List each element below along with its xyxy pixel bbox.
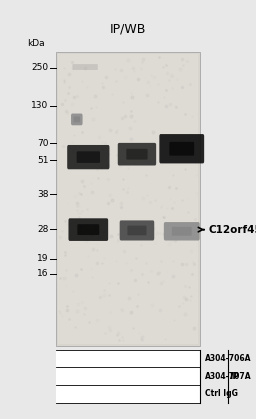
Text: +: + xyxy=(178,389,186,399)
Text: C12orf45: C12orf45 xyxy=(209,225,256,235)
FancyBboxPatch shape xyxy=(127,225,146,235)
Text: +: + xyxy=(133,371,141,381)
FancyBboxPatch shape xyxy=(58,54,198,344)
Text: A304-707A: A304-707A xyxy=(205,372,251,381)
FancyBboxPatch shape xyxy=(126,149,147,160)
Text: IP: IP xyxy=(229,372,239,381)
Text: 16: 16 xyxy=(37,269,49,278)
Text: Ctrl IgG: Ctrl IgG xyxy=(205,389,238,398)
Text: -: - xyxy=(135,389,139,399)
Text: A304-706A: A304-706A xyxy=(205,354,251,363)
FancyBboxPatch shape xyxy=(120,220,154,241)
FancyBboxPatch shape xyxy=(159,134,204,163)
FancyBboxPatch shape xyxy=(67,145,110,169)
FancyBboxPatch shape xyxy=(118,143,156,166)
FancyBboxPatch shape xyxy=(72,64,98,70)
Text: 19: 19 xyxy=(37,254,49,264)
Text: IP/WB: IP/WB xyxy=(110,23,146,36)
Text: -: - xyxy=(180,371,184,381)
FancyBboxPatch shape xyxy=(164,222,200,241)
Text: 250: 250 xyxy=(31,63,49,72)
FancyBboxPatch shape xyxy=(77,224,99,235)
FancyBboxPatch shape xyxy=(169,142,194,155)
Text: 70: 70 xyxy=(37,139,49,148)
Text: -: - xyxy=(180,354,184,364)
FancyBboxPatch shape xyxy=(71,114,82,125)
Text: 130: 130 xyxy=(31,101,49,110)
Text: -: - xyxy=(87,389,90,399)
FancyBboxPatch shape xyxy=(68,218,108,241)
Text: -: - xyxy=(135,354,139,364)
FancyBboxPatch shape xyxy=(56,52,200,346)
FancyBboxPatch shape xyxy=(77,151,100,163)
Text: -: - xyxy=(87,371,90,381)
Text: +: + xyxy=(84,354,92,364)
FancyBboxPatch shape xyxy=(73,116,80,122)
Text: 28: 28 xyxy=(37,225,49,234)
Text: kDa: kDa xyxy=(27,39,45,48)
Text: 38: 38 xyxy=(37,190,49,199)
Text: 51: 51 xyxy=(37,155,49,165)
FancyBboxPatch shape xyxy=(172,227,192,236)
FancyBboxPatch shape xyxy=(56,350,200,403)
